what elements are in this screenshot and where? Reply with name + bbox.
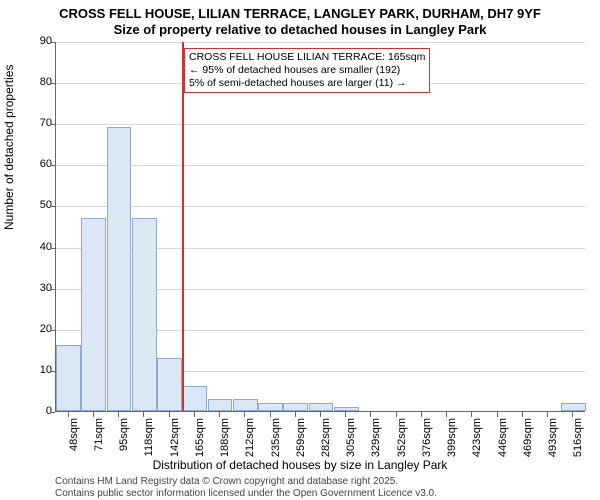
y-tick-mark	[50, 165, 55, 166]
chart-title-line2: Size of property relative to detached ho…	[0, 22, 600, 37]
x-tick-mark	[143, 412, 144, 417]
y-tick-label: 70	[22, 117, 52, 129]
histogram-bar	[309, 403, 334, 411]
histogram-bar	[157, 358, 182, 411]
histogram-bar	[132, 218, 157, 411]
x-tick-mark	[194, 412, 195, 417]
histogram-bar	[182, 386, 207, 411]
gridline	[56, 42, 585, 43]
histogram-bar	[334, 407, 359, 411]
histogram-bar	[107, 127, 132, 411]
x-tick-mark	[320, 412, 321, 417]
y-tick-label: 0	[22, 405, 52, 417]
x-tick-mark	[169, 412, 170, 417]
x-tick-mark	[93, 412, 94, 417]
histogram-bar	[233, 399, 258, 411]
plot-area	[55, 42, 585, 412]
histogram-chart: CROSS FELL HOUSE, LILIAN TERRACE, LANGLE…	[0, 0, 600, 500]
gridline	[56, 206, 585, 207]
gridline	[56, 165, 585, 166]
y-tick-mark	[50, 206, 55, 207]
y-tick-mark	[50, 124, 55, 125]
y-tick-label: 40	[22, 241, 52, 253]
x-tick-mark	[396, 412, 397, 417]
x-tick-mark	[244, 412, 245, 417]
reference-line	[182, 42, 184, 411]
x-tick-mark	[219, 412, 220, 417]
x-tick-mark	[345, 412, 346, 417]
x-tick-mark	[270, 412, 271, 417]
y-tick-mark	[50, 289, 55, 290]
y-tick-mark	[50, 330, 55, 331]
y-tick-label: 10	[22, 364, 52, 376]
x-tick-mark	[572, 412, 573, 417]
x-tick-mark	[295, 412, 296, 417]
annotation-line1: CROSS FELL HOUSE LILIAN TERRACE: 165sqm	[189, 51, 425, 64]
histogram-bar	[56, 345, 81, 411]
footer-copyright: Contains HM Land Registry data © Crown c…	[55, 476, 398, 487]
annotation-line3: 5% of semi-detached houses are larger (1…	[189, 77, 425, 90]
histogram-bar	[81, 218, 106, 411]
y-tick-mark	[50, 83, 55, 84]
y-tick-label: 60	[22, 158, 52, 170]
x-tick-mark	[471, 412, 472, 417]
x-tick-mark	[446, 412, 447, 417]
y-tick-mark	[50, 248, 55, 249]
footer-licence: Contains public sector information licen…	[55, 488, 437, 499]
y-tick-mark	[50, 371, 55, 372]
y-tick-label: 30	[22, 282, 52, 294]
x-tick-mark	[118, 412, 119, 417]
histogram-bar	[208, 399, 233, 411]
y-tick-label: 50	[22, 199, 52, 211]
x-tick-mark	[421, 412, 422, 417]
chart-title-line1: CROSS FELL HOUSE, LILIAN TERRACE, LANGLE…	[0, 6, 600, 21]
histogram-bar	[258, 403, 283, 411]
y-tick-label: 20	[22, 323, 52, 335]
gridline	[56, 124, 585, 125]
x-tick-mark	[497, 412, 498, 417]
reference-annotation: CROSS FELL HOUSE LILIAN TERRACE: 165sqm …	[184, 48, 430, 93]
x-tick-mark	[522, 412, 523, 417]
y-tick-label: 80	[22, 76, 52, 88]
histogram-bar	[561, 403, 586, 411]
y-tick-mark	[50, 42, 55, 43]
annotation-line2: ← 95% of detached houses are smaller (19…	[189, 64, 425, 77]
x-tick-mark	[370, 412, 371, 417]
x-tick-mark	[68, 412, 69, 417]
x-tick-mark	[547, 412, 548, 417]
y-tick-mark	[50, 412, 55, 413]
x-axis-label: Distribution of detached houses by size …	[0, 458, 600, 472]
y-axis-label: Number of detached properties	[2, 65, 16, 230]
y-tick-label: 90	[22, 35, 52, 47]
histogram-bar	[283, 403, 308, 411]
